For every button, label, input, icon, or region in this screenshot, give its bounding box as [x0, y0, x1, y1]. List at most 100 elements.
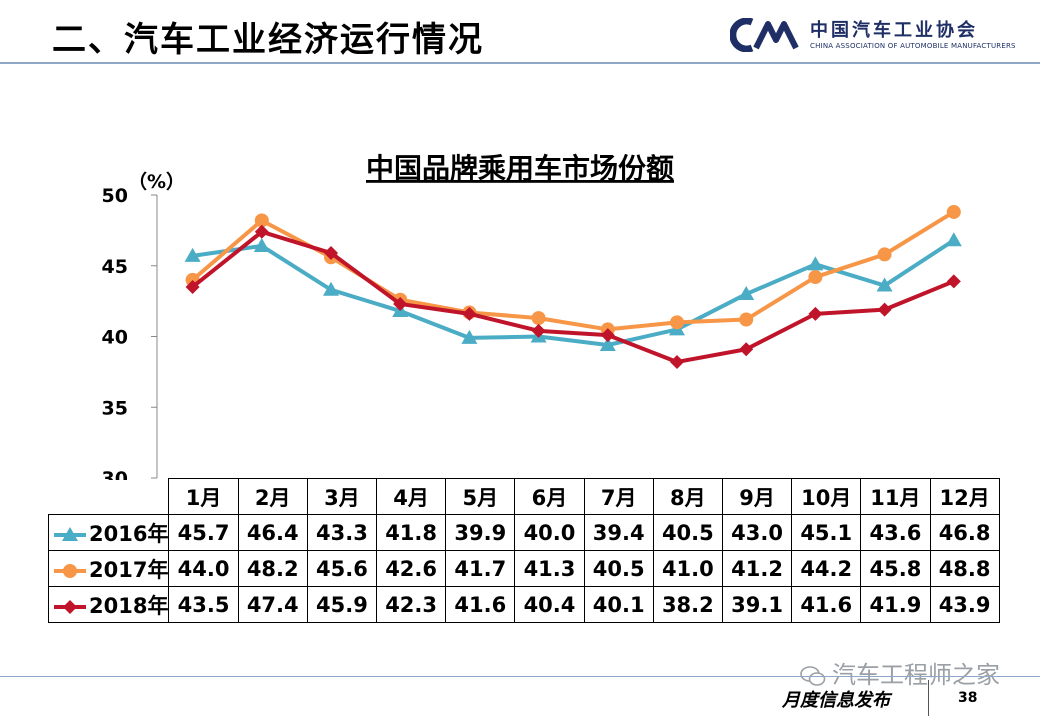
series-2 [185, 224, 961, 369]
data-cell: 42.6 [376, 550, 447, 587]
table-corner [49, 479, 169, 515]
data-point [393, 296, 408, 311]
month-header: 1月 [168, 478, 239, 515]
legend-marker-icon [54, 563, 86, 578]
month-header: 5月 [445, 478, 516, 515]
chart-title: 中国品牌乘用车市场份额 [366, 152, 674, 185]
data-cell: 39.9 [445, 514, 516, 551]
series-line [191, 229, 955, 364]
y-tick-label: 45 [102, 256, 128, 278]
data-cell: 43.0 [721, 514, 793, 551]
data-point [808, 270, 823, 285]
data-cell: 48.2 [237, 550, 308, 587]
data-cell: 40.1 [583, 586, 654, 623]
data-point [670, 354, 684, 369]
data-cell: 41.8 [376, 514, 447, 551]
data-point [323, 281, 339, 296]
y-tick-label: 50 [102, 185, 128, 207]
data-cell: 41.3 [514, 550, 585, 587]
series-legend: 2016年 [47, 514, 170, 551]
data-cell: 41.0 [652, 550, 723, 587]
month-header: 12月 [929, 478, 1000, 515]
month-header: 6月 [514, 478, 585, 515]
data-point [739, 312, 754, 327]
data-point [877, 302, 892, 317]
footer-divider [0, 676, 1040, 677]
data-cell: 39.4 [583, 514, 654, 551]
data-point [738, 286, 755, 301]
data-cell: 43.3 [306, 514, 378, 551]
market-share-chart: 中国品牌乘用车市场份额 （%） 50 45 40 35 30 [102, 152, 962, 480]
footer-separator [928, 680, 929, 716]
data-point [254, 213, 269, 228]
month-header: 10月 [791, 478, 862, 515]
y-axis-unit: （%） [128, 170, 185, 193]
month-header: 7月 [583, 478, 654, 515]
data-point [531, 311, 546, 326]
cam-logo-icon [730, 18, 799, 52]
logo-text-en: CHINA ASSOCIATION OF AUTOMOBILE MANUFACT… [810, 42, 1016, 50]
data-point [946, 204, 961, 219]
data-point [462, 306, 477, 321]
data-point [185, 279, 200, 294]
series-name: 2016年 [89, 521, 169, 546]
data-cell: 40.4 [514, 586, 585, 623]
data-cell: 40.0 [514, 514, 585, 551]
data-cell: 48.8 [929, 550, 1000, 587]
y-tick-label: 30 [102, 468, 128, 480]
data-cell: 44.2 [791, 550, 862, 587]
data-point [739, 342, 754, 357]
table-row: 2017年 44.0 48.2 45.6 42.6 41.7 41.3 40.5 41.0 41.… [47, 550, 1000, 587]
watermark: 汽车工程师之家 [800, 655, 1000, 690]
data-cell: 45.1 [791, 514, 862, 551]
data-cell: 40.5 [583, 550, 654, 587]
data-point [531, 323, 546, 338]
data-cell: 41.6 [445, 586, 516, 623]
series-line [192, 238, 955, 347]
data-cell: 41.2 [721, 550, 793, 587]
data-cell: 39.1 [721, 586, 793, 623]
y-ticks: 50 45 40 35 30 [102, 185, 157, 480]
data-cell: 42.3 [376, 586, 447, 623]
legend-marker-icon [54, 526, 86, 541]
data-cell: 38.2 [652, 586, 723, 623]
series-name: 2018年 [89, 593, 169, 618]
series-legend: 2018年 [47, 586, 170, 623]
data-point [808, 306, 823, 321]
data-point [184, 247, 201, 262]
logo: 中国汽车工业协会 CHINA ASSOCIATION OF AUTOMOBILE… [730, 14, 1030, 58]
data-point [946, 274, 961, 289]
series-0 [184, 232, 962, 351]
y-tick-label: 40 [102, 327, 128, 349]
watermark-text: 汽车工程师之家 [832, 661, 1000, 689]
footer-label: 月度信息发布 [782, 690, 890, 711]
data-cell: 43.6 [860, 514, 931, 551]
month-header: 8月 [652, 478, 723, 515]
data-cell: 46.8 [929, 514, 1000, 551]
data-point [877, 247, 892, 262]
data-cell: 44.0 [168, 550, 239, 587]
data-cell: 47.4 [237, 586, 308, 623]
data-cell: 41.9 [860, 586, 931, 623]
data-cell: 43.5 [168, 586, 239, 623]
month-header: 4月 [376, 478, 447, 515]
data-cell: 41.7 [445, 550, 516, 587]
data-cell: 45.8 [860, 550, 931, 587]
data-point [945, 232, 962, 247]
data-point [324, 246, 338, 261]
data-point [670, 315, 684, 330]
data-cell: 46.4 [237, 514, 308, 551]
page-number: 38 [958, 690, 978, 706]
data-cell: 40.5 [652, 514, 723, 551]
series-name: 2017年 [89, 557, 169, 582]
month-header: 2月 [237, 478, 308, 515]
data-point [461, 329, 478, 344]
data-cell: 45.6 [306, 550, 378, 587]
data-point [807, 256, 824, 271]
month-header: 3月 [306, 478, 378, 515]
table-row: 2016年 45.7 46.4 43.3 41.8 39.9 40.0 39.4 40.5 43.… [47, 514, 1000, 551]
data-point [253, 237, 270, 252]
data-cell: 43.9 [929, 586, 1000, 623]
data-table: 1月 2月 3月 4月 5月 6月 7月 8月 9月 10月 11月 12月 2016年 45.7 46.… [47, 478, 1000, 623]
logo-text-cn: 中国汽车工业协会 [810, 20, 978, 41]
